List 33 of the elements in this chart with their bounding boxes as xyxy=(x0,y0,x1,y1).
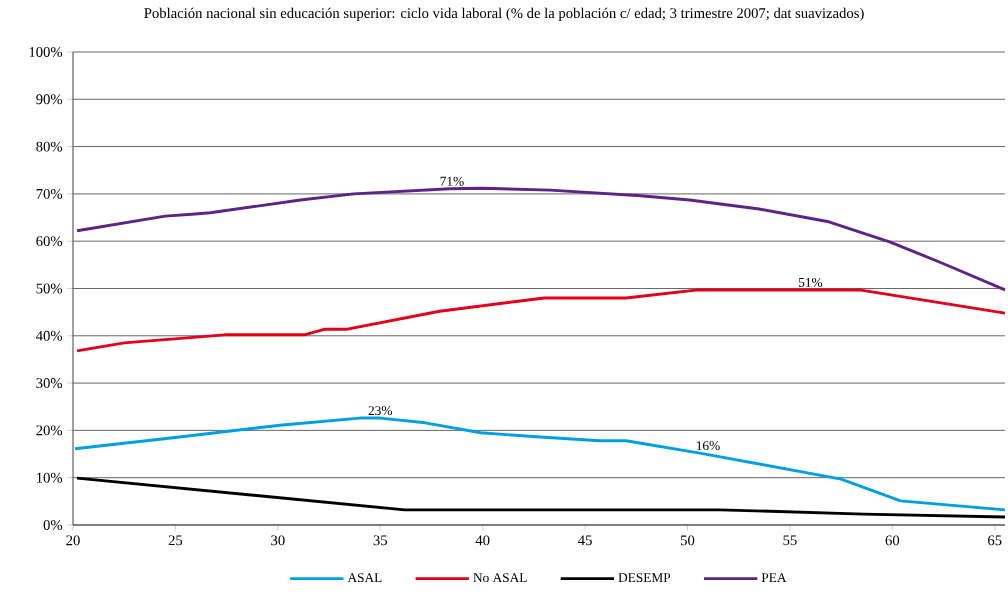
x-tick-label: 45 xyxy=(578,535,592,546)
y-tick-label: 60% xyxy=(36,236,63,247)
annotation: 71% xyxy=(440,176,464,186)
legend-label: ASAL xyxy=(347,573,382,583)
x-tick-label: 40 xyxy=(475,535,490,546)
x-tick-label: 60 xyxy=(885,535,900,546)
x-tick-label: 50 xyxy=(681,535,695,546)
x-tick-label: 55 xyxy=(783,535,797,546)
y-tick-label: 20% xyxy=(36,425,63,436)
y-tick-label: 50% xyxy=(36,283,63,294)
y-tick-label: 80% xyxy=(36,141,63,152)
annotation: 23% xyxy=(368,406,393,416)
legend-label: DESEMP xyxy=(618,573,671,583)
annotation: 51% xyxy=(798,277,823,287)
x-tick-label: 35 xyxy=(373,535,388,546)
line-series xyxy=(73,416,1007,512)
x-tick-label: 65 xyxy=(988,535,1002,546)
y-tick-label: 70% xyxy=(36,188,63,199)
chart-title: Población nacional sin educación superior: ciclo vida laboral (% de la población c/ edad; 3 trimestre 2007; dat suavizados) xyxy=(144,7,864,22)
y-tick-label: 40% xyxy=(36,330,63,341)
legend-label: No ASAL xyxy=(473,573,527,583)
y-tick-label: 0% xyxy=(43,520,63,530)
x-tick-label: 30 xyxy=(271,535,285,546)
legend-label: PEA xyxy=(761,573,787,582)
y-tick-label: 30% xyxy=(36,378,63,389)
y-tick-label: 90% xyxy=(36,94,63,105)
annotation: 16% xyxy=(696,441,720,451)
y-tick-label: 10% xyxy=(37,472,63,483)
line-series xyxy=(75,476,1007,519)
x-tick-label: 20 xyxy=(66,535,80,546)
line-series xyxy=(75,186,1007,292)
x-tick-label: 25 xyxy=(168,535,183,546)
y-tick-label: 100% xyxy=(29,47,63,57)
